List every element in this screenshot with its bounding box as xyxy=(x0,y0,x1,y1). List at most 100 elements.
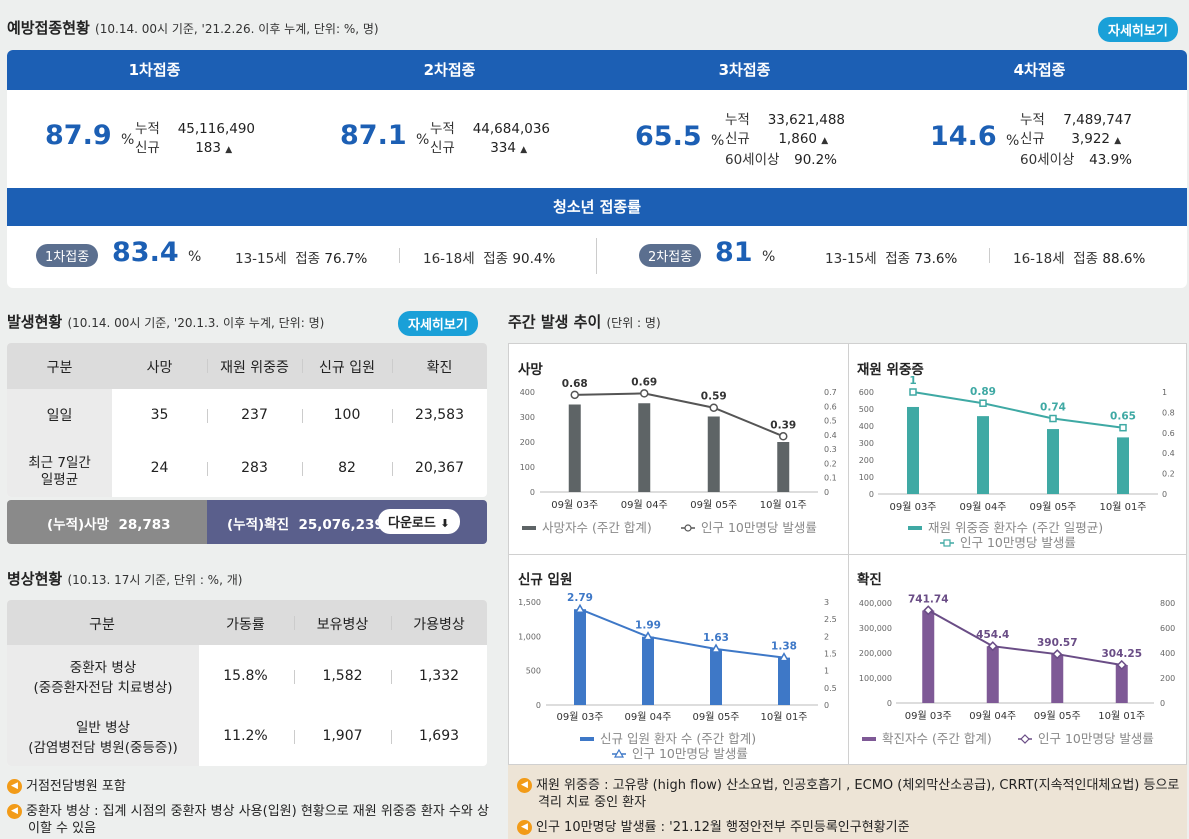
dose-2-new-value: 334 xyxy=(490,140,516,156)
bar xyxy=(642,636,654,705)
y2-tick-label: 400 xyxy=(1160,649,1175,658)
row-label-daily: 일일 xyxy=(46,408,73,424)
y-tick-label: 1,000 xyxy=(518,632,541,641)
legend-line-label: 인구 10만명당 발생률 xyxy=(960,535,1076,550)
y-tick-label: 100 xyxy=(520,463,535,472)
bar xyxy=(778,657,790,705)
y2-tick-label: 1.5 xyxy=(824,650,837,659)
avg-critical: 283 xyxy=(241,460,268,476)
data-label: 0.39 xyxy=(770,419,796,431)
y2-tick-label: 0.5 xyxy=(824,417,837,426)
bar xyxy=(986,646,999,703)
legend-bar-swatch xyxy=(862,737,876,741)
dose-3-stats: 65.5 % 누적 33,621,488 신규 1,860 ▲ 60세이상 90.2% xyxy=(635,106,905,176)
data-label: 0.74 xyxy=(1040,402,1066,414)
col-header: 보유병상 xyxy=(316,617,369,633)
rate-point xyxy=(779,432,788,441)
data-label: 1.63 xyxy=(703,632,729,644)
rate-point xyxy=(987,641,998,652)
y2-tick-label: 0 xyxy=(1160,699,1165,708)
rate-line xyxy=(912,391,1124,429)
up-arrow-icon: ▲ xyxy=(821,136,829,146)
y-tick-label: 0 xyxy=(869,490,874,499)
y-tick-label: 0 xyxy=(530,488,535,497)
download-icon: ⬇ xyxy=(440,517,450,530)
x-tick-label: 09월 04주 xyxy=(624,711,671,723)
speaker-icon: ◀ xyxy=(517,778,532,793)
dose-1-header: 1차접종 xyxy=(128,61,181,79)
y-tick-label: 0 xyxy=(536,701,541,710)
dose-4-60plus-value: 43.9% xyxy=(1089,152,1132,168)
weekly-charts-panel xyxy=(508,343,1187,765)
dose-4-stats: 14.6 % 누적 7,489,747 신규 3,922 ▲ 60세이상 43.9% xyxy=(930,106,1180,176)
data-label: 1.99 xyxy=(635,620,661,632)
dose-3-new-label: 신규 xyxy=(725,131,750,147)
legend-line-label: 인구 10만명당 발생률 xyxy=(1038,731,1154,746)
divider xyxy=(596,238,597,274)
y-tick-label: 0 xyxy=(887,699,892,708)
weekly-note-1: ◀ 재원 위중증 : 고유량 (high flow) 산소요법, 인공호흡기 , … xyxy=(517,774,1179,793)
general-bed-sublabel: (감염병전담 병원(중등증)) xyxy=(28,740,178,756)
legend-marker xyxy=(1020,734,1030,744)
data-label: 0.69 xyxy=(631,376,657,388)
rate-point xyxy=(923,605,934,616)
weekly-notes xyxy=(508,765,1187,839)
dose-2-cum-value: 44,684,036 xyxy=(472,121,550,137)
rate-point xyxy=(909,388,917,396)
legend-bar-swatch xyxy=(522,526,536,530)
bar xyxy=(977,416,989,494)
y-tick-label: 400 xyxy=(520,388,535,397)
dose-4-new-label: 신규 xyxy=(1020,131,1045,147)
icu-available: 1,332 xyxy=(418,668,460,684)
y-tick-label: 600 xyxy=(859,388,874,397)
row-label-weekly-avg-1: 최근 7일간 xyxy=(28,455,91,471)
rate-point xyxy=(642,631,654,641)
youth-dose2-rate: 81 % xyxy=(715,237,776,268)
avg-confirmed: 20,367 xyxy=(415,460,464,476)
y-tick-label: 200 xyxy=(859,456,874,465)
y2-tick-label: 0.1 xyxy=(824,474,837,483)
y2-tick-label: 0.6 xyxy=(1162,429,1175,438)
icu-bed-sublabel: (중증환자전담 치료병상) xyxy=(33,680,173,696)
bar xyxy=(1047,429,1059,494)
bar xyxy=(710,649,722,705)
x-tick-label: 09월 05주 xyxy=(692,711,739,723)
daily-confirmed: 23,583 xyxy=(415,407,464,423)
table-header xyxy=(7,343,487,389)
youth-dose1-pill: 1차접종 xyxy=(36,244,99,267)
dose-3-60plus-label: 60세이상 xyxy=(725,152,780,168)
legend-bar-label: 신규 입원 환자 수 (주간 합계) xyxy=(600,731,756,746)
x-tick-label: 09월 03주 xyxy=(905,710,952,722)
occurrence-detail-button[interactable]: 자세히보기 xyxy=(398,311,478,336)
col-header: 재원 위중증 xyxy=(220,360,289,376)
dose-4-header: 4차접종 xyxy=(1013,61,1066,79)
legend-bar-swatch xyxy=(580,737,594,741)
x-tick-label: 09월 04주 xyxy=(969,710,1016,722)
bar xyxy=(907,406,919,494)
col-header: 구분 xyxy=(46,360,73,376)
rate-point xyxy=(574,603,586,613)
general-available: 1,693 xyxy=(418,728,460,744)
divider xyxy=(989,248,990,263)
y2-tick-label: 0.4 xyxy=(824,431,837,440)
row-label-weekly-avg-2: 일평균 xyxy=(40,472,79,488)
rate-point xyxy=(570,390,579,400)
y2-tick-label: 1 xyxy=(1162,388,1167,397)
icu-occupancy: 15.8% xyxy=(223,668,268,684)
download-button[interactable]: 다운로드 ⬇ xyxy=(378,509,460,534)
y-tick-label: 300 xyxy=(859,439,874,448)
y2-tick-label: 0.5 xyxy=(824,684,837,693)
y-tick-label: 100 xyxy=(859,473,874,482)
up-arrow-icon: ▲ xyxy=(1114,136,1122,146)
y2-tick-label: 0 xyxy=(824,488,829,497)
dose-2-stats: 87.1 % 누적 44,684,036 신규 334 ▲ xyxy=(340,105,600,175)
vaccination-detail-button[interactable]: 자세히보기 xyxy=(1098,17,1178,42)
col-header: 구분 xyxy=(89,617,115,633)
vaccination-title: 예방접종현황 (10.14. 00시 기준, '21.2.26. 이후 누계, … xyxy=(7,19,379,37)
y2-tick-label: 2.5 xyxy=(824,615,837,624)
bar xyxy=(1115,665,1128,703)
dose-3-new-value: 1,860 xyxy=(778,131,817,147)
bar xyxy=(922,610,935,703)
dose-1-cum-value: 45,116,490 xyxy=(177,121,255,137)
